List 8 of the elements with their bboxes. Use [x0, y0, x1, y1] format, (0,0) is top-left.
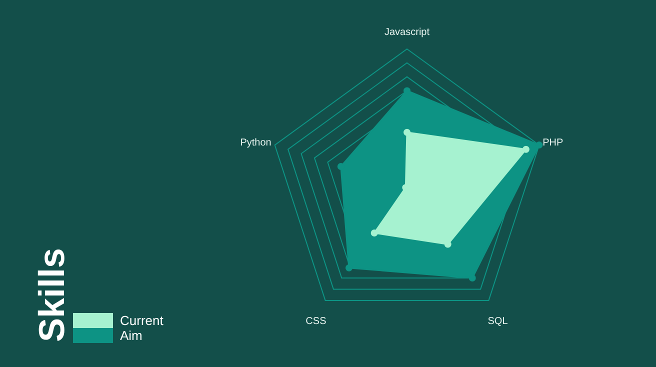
legend-label: Aim	[120, 328, 142, 343]
spoke-label: Javascript	[384, 27, 430, 38]
legend-label: Current	[120, 313, 164, 328]
text: Skills	[31, 248, 72, 342]
spoke-label: Python	[240, 137, 272, 148]
spoke-label: SQL	[488, 316, 508, 328]
spoke-label: CSS	[306, 316, 327, 328]
spoke-label: PHP	[542, 137, 564, 148]
